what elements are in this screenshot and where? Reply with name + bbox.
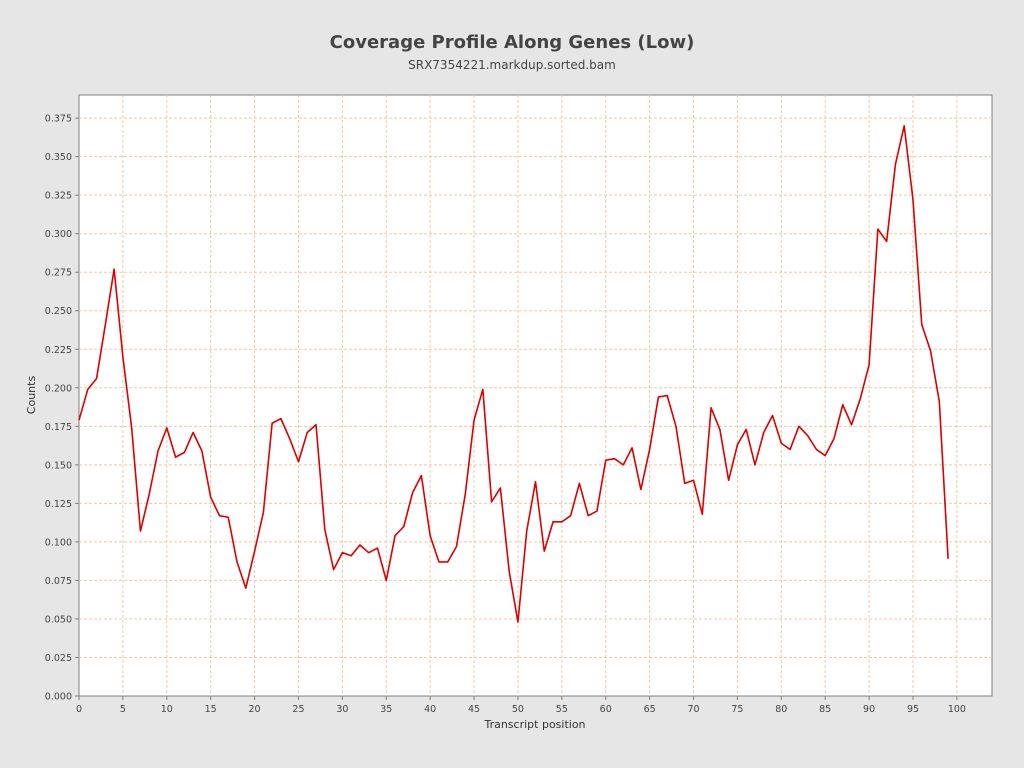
- y-tick-label: 0.025: [45, 653, 72, 664]
- x-tick-label: 10: [161, 704, 173, 715]
- x-tick-label: 85: [819, 704, 831, 715]
- y-tick-label: 0.300: [45, 229, 72, 240]
- y-axis-label: Counts: [25, 376, 38, 415]
- grid-lines: [79, 95, 992, 696]
- x-tick-label: 35: [380, 704, 392, 715]
- y-tick-label: 0.175: [45, 422, 72, 433]
- x-axis-label: Transcript position: [483, 718, 585, 731]
- series-layer: [78, 125, 949, 623]
- y-tick-label: 0.350: [45, 152, 72, 163]
- y-tick-label: 0.150: [45, 460, 72, 471]
- y-tick-label: 0.125: [45, 499, 72, 510]
- x-tick-label: 40: [424, 704, 436, 715]
- y-tick-label: 0.100: [45, 537, 72, 548]
- x-tick-label: 0: [76, 704, 82, 715]
- x-tick-label: 95: [907, 704, 919, 715]
- x-tick-label: 30: [336, 704, 348, 715]
- chart-subtitle: SRX7354221.markdup.sorted.bam: [408, 58, 616, 72]
- x-tick-label: 60: [600, 704, 612, 715]
- x-tick-label: 5: [120, 704, 126, 715]
- y-tick-label: 0.200: [45, 383, 72, 394]
- x-tick-label: 80: [775, 704, 787, 715]
- x-tick-label: 90: [863, 704, 875, 715]
- y-tick-label: 0.375: [45, 114, 72, 125]
- x-tick-label: 45: [468, 704, 480, 715]
- x-tick-label: 15: [205, 704, 217, 715]
- x-tick-label: 75: [731, 704, 743, 715]
- coverage-series-line: [78, 125, 949, 623]
- x-tick-label: 55: [556, 704, 568, 715]
- x-tick-label: 25: [292, 704, 304, 715]
- x-tick-label: 100: [948, 704, 966, 715]
- y-tick-label: 0.225: [45, 345, 72, 356]
- x-tick-label: 50: [512, 704, 524, 715]
- y-tick-label: 0.000: [45, 692, 72, 703]
- y-tick-label: 0.275: [45, 268, 72, 279]
- y-tick-label: 0.325: [45, 191, 72, 202]
- y-tick-label: 0.250: [45, 306, 72, 317]
- y-tick-label: 0.050: [45, 614, 72, 625]
- x-tick-label: 70: [687, 704, 699, 715]
- plot-area: [78, 94, 993, 697]
- axes: 0.000 0.025 0.050 0.075 0.100 0.125 0.150 0.175…: [45, 114, 966, 715]
- chart-title: Coverage Profile Along Genes (Low): [330, 32, 695, 53]
- y-tick-label: 0.075: [45, 576, 72, 587]
- x-tick-label: 20: [249, 704, 261, 715]
- x-tick-label: 65: [644, 704, 656, 715]
